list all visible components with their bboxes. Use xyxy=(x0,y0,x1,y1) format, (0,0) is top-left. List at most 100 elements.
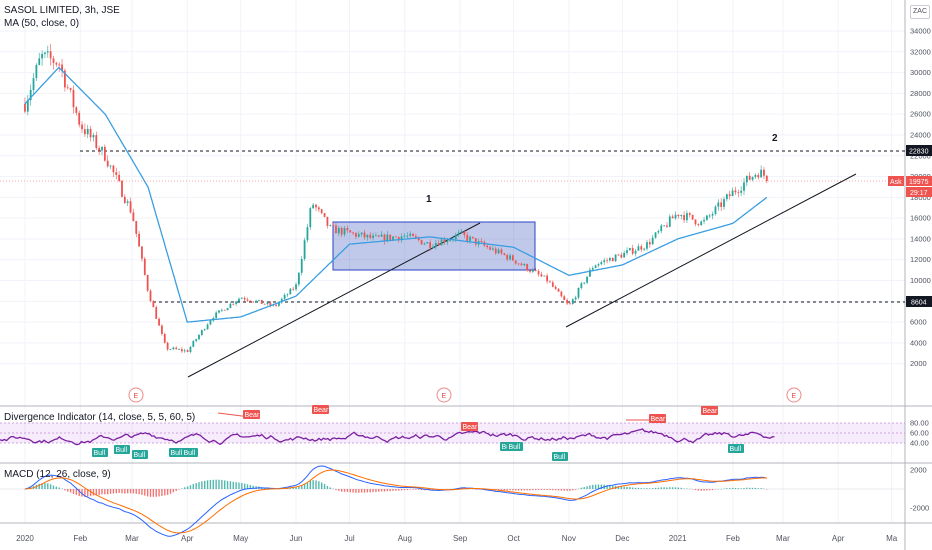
macd-legend[interactable]: MACD (12, 26, close, 9) xyxy=(4,469,111,480)
macd-histogram-bar xyxy=(232,481,234,489)
macd-histogram-bar xyxy=(746,487,748,489)
candle xyxy=(626,250,628,253)
candle xyxy=(397,236,400,241)
macd-histogram-bar xyxy=(520,489,523,491)
candle xyxy=(663,225,666,227)
macd-histogram-bar xyxy=(343,489,346,492)
time-axis-label: 2021 xyxy=(669,534,687,543)
macd-histogram-bar xyxy=(748,487,751,489)
candle xyxy=(440,239,443,246)
candle xyxy=(580,283,583,288)
event-marker[interactable]: E xyxy=(436,387,452,403)
macd-histogram-bar xyxy=(346,489,349,493)
candle xyxy=(115,172,118,175)
candle xyxy=(680,215,683,217)
candle xyxy=(569,303,571,305)
symbol-legend[interactable]: SASOL LIMITED, 3h, JSE xyxy=(4,5,120,16)
macd-histogram-bar xyxy=(398,489,400,491)
trendline-1[interactable] xyxy=(187,222,481,378)
macd-signal-line xyxy=(24,469,767,534)
macd-histogram-bar xyxy=(760,488,762,489)
candle xyxy=(537,271,540,275)
macd-histogram-bar xyxy=(58,487,60,489)
candle xyxy=(734,190,737,193)
event-marker[interactable]: E xyxy=(128,387,144,403)
candle xyxy=(706,215,708,220)
ma-legend[interactable]: MA (50, close, 0) xyxy=(4,18,80,29)
time-axis-label: Feb xyxy=(73,534,87,543)
candle xyxy=(574,297,577,300)
support-price-tag: 8604 xyxy=(906,296,932,307)
macd-histogram-bar xyxy=(623,486,625,489)
candle xyxy=(215,312,218,318)
macd-histogram-bar xyxy=(152,489,155,497)
macd-histogram-bar xyxy=(104,489,106,495)
macd-histogram-bar xyxy=(164,489,166,496)
macd-histogram-bar xyxy=(549,489,551,491)
macd-histogram-bar xyxy=(144,489,146,496)
candle xyxy=(389,234,392,240)
candle xyxy=(152,301,155,308)
currency-button[interactable]: ZAC xyxy=(910,5,930,19)
macd-histogram-bar xyxy=(532,489,534,491)
macd-histogram-bar xyxy=(41,483,43,489)
divergence-legend[interactable]: Divergence Indicator (14, close, 5, 5, 6… xyxy=(4,412,196,423)
candle xyxy=(206,324,209,330)
bull-divergence-tag xyxy=(182,448,198,457)
candle xyxy=(46,51,49,53)
macd-histogram-bar xyxy=(660,487,662,489)
candle xyxy=(372,235,374,238)
trendline-2[interactable] xyxy=(565,173,857,328)
candle xyxy=(172,347,175,350)
time-axis-label: Feb xyxy=(726,534,740,543)
candle xyxy=(648,242,651,245)
candle xyxy=(58,64,61,66)
macd-histogram-bar xyxy=(674,487,677,489)
time-axis-label: Jun xyxy=(290,534,303,543)
candle xyxy=(674,214,677,219)
macd-histogram-bar xyxy=(766,489,768,490)
candle xyxy=(61,64,63,71)
candle xyxy=(238,298,240,302)
macd-histogram-bar xyxy=(572,489,574,491)
macd-histogram-bar xyxy=(321,482,323,489)
macd-histogram-bar xyxy=(677,487,680,489)
macd-histogram-bar xyxy=(169,489,172,494)
candle xyxy=(503,253,506,255)
event-marker[interactable]: E xyxy=(786,387,802,403)
macd-histogram-bar xyxy=(61,488,63,490)
bear-divergence-tag xyxy=(649,414,666,423)
candle xyxy=(640,246,643,250)
macd-histogram-bar xyxy=(686,488,688,490)
svg-text:E: E xyxy=(792,393,797,400)
candle xyxy=(263,303,266,305)
candle xyxy=(531,269,534,272)
macd-histogram-bar xyxy=(535,489,537,491)
macd-histogram-bar xyxy=(714,489,717,490)
macd-histogram-bar xyxy=(309,480,311,489)
macd-histogram-bar xyxy=(691,489,694,490)
macd-histogram-bar xyxy=(352,489,354,493)
macd-histogram-bar xyxy=(743,488,745,489)
candle xyxy=(49,51,52,59)
candle xyxy=(717,202,720,207)
macd-histogram-bar xyxy=(657,487,660,489)
macd-histogram-bar xyxy=(640,488,642,489)
macd-histogram-bar xyxy=(292,487,294,489)
bull-tag-label: Bull xyxy=(171,450,183,457)
macd-histogram-bar xyxy=(158,489,160,497)
macd-histogram-bar xyxy=(763,488,765,490)
price-tick-label: 14000 xyxy=(910,234,931,243)
candle xyxy=(406,235,409,237)
candle xyxy=(95,135,98,148)
candle xyxy=(218,310,220,313)
time-axis: 2020 Feb Mar Apr May Jun Jul Aug Sep Oct Nov Dec 202… xyxy=(16,534,898,543)
macd-histogram-bar xyxy=(295,487,297,489)
candle xyxy=(89,128,92,138)
bull-divergence-tag xyxy=(552,452,568,461)
macd-histogram-bar xyxy=(731,487,734,489)
candle xyxy=(320,209,323,214)
candle xyxy=(229,303,232,309)
candle xyxy=(260,299,263,304)
